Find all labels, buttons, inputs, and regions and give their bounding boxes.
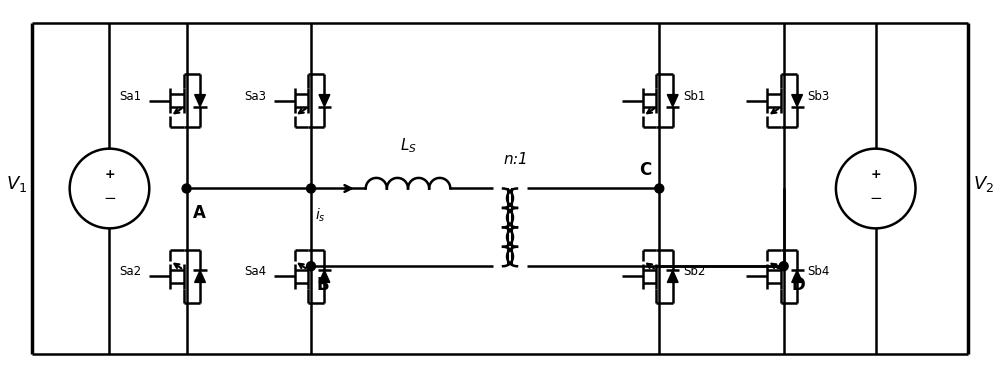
Text: A: A — [193, 204, 205, 222]
Text: $V_2$: $V_2$ — [973, 173, 994, 193]
Polygon shape — [792, 270, 802, 282]
Polygon shape — [667, 95, 678, 107]
Circle shape — [779, 262, 788, 271]
Text: +: + — [104, 168, 115, 181]
Text: Sa2: Sa2 — [120, 265, 142, 279]
Text: Sb2: Sb2 — [683, 265, 706, 279]
Text: $i_s$: $i_s$ — [315, 207, 325, 224]
Circle shape — [307, 184, 315, 193]
Text: Sb3: Sb3 — [808, 90, 830, 103]
Polygon shape — [195, 95, 205, 107]
Text: B: B — [317, 276, 330, 294]
Circle shape — [307, 262, 315, 271]
Text: Sa1: Sa1 — [120, 90, 142, 103]
Text: +: + — [870, 168, 881, 181]
Text: Sb4: Sb4 — [808, 265, 830, 279]
Text: C: C — [639, 161, 651, 179]
Circle shape — [655, 184, 664, 193]
Text: −: − — [869, 191, 882, 206]
Text: D: D — [792, 276, 805, 294]
Text: $V_1$: $V_1$ — [6, 173, 27, 193]
Text: −: − — [103, 191, 116, 206]
Text: Sb1: Sb1 — [683, 90, 706, 103]
Text: Sa4: Sa4 — [244, 265, 266, 279]
Polygon shape — [667, 270, 678, 282]
Text: $L_S$: $L_S$ — [400, 136, 416, 155]
Text: Sa3: Sa3 — [244, 90, 266, 103]
Polygon shape — [792, 95, 802, 107]
Polygon shape — [195, 270, 205, 282]
Polygon shape — [319, 270, 330, 282]
Circle shape — [182, 184, 191, 193]
Polygon shape — [319, 95, 330, 107]
Text: $n$:1: $n$:1 — [503, 150, 527, 167]
